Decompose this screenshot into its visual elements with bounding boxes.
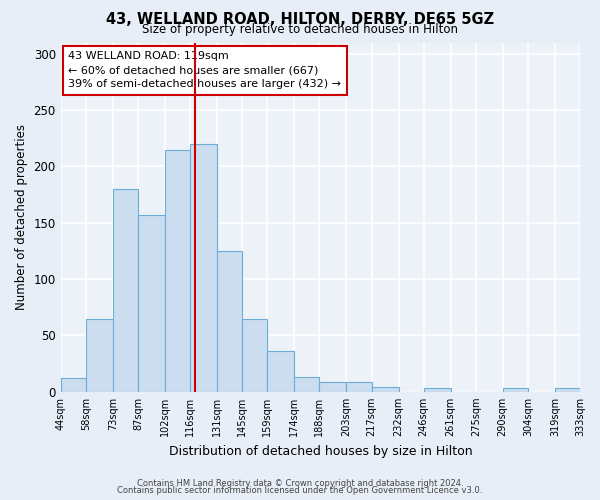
Bar — [346, 382, 371, 392]
Bar — [165, 150, 190, 392]
Text: 43, WELLAND ROAD, HILTON, DERBY, DE65 5GZ: 43, WELLAND ROAD, HILTON, DERBY, DE65 5G… — [106, 12, 494, 28]
X-axis label: Distribution of detached houses by size in Hilton: Distribution of detached houses by size … — [169, 444, 472, 458]
Text: 43 WELLAND ROAD: 119sqm
← 60% of detached houses are smaller (667)
39% of semi-d: 43 WELLAND ROAD: 119sqm ← 60% of detache… — [68, 51, 341, 89]
Bar — [113, 189, 138, 392]
Text: Contains public sector information licensed under the Open Government Licence v3: Contains public sector information licen… — [118, 486, 482, 495]
Bar — [138, 215, 165, 392]
Bar — [424, 388, 451, 392]
Bar — [294, 377, 319, 392]
Y-axis label: Number of detached properties: Number of detached properties — [15, 124, 28, 310]
Bar — [371, 388, 398, 392]
Text: Contains HM Land Registry data © Crown copyright and database right 2024.: Contains HM Land Registry data © Crown c… — [137, 478, 463, 488]
Bar — [61, 378, 86, 392]
Text: Size of property relative to detached houses in Hilton: Size of property relative to detached ho… — [142, 22, 458, 36]
Bar — [217, 251, 242, 392]
Bar — [242, 318, 268, 392]
Bar — [319, 382, 346, 392]
Bar — [555, 388, 580, 392]
Bar — [503, 388, 528, 392]
Bar — [190, 144, 217, 392]
Bar — [86, 318, 113, 392]
Bar — [268, 351, 294, 392]
